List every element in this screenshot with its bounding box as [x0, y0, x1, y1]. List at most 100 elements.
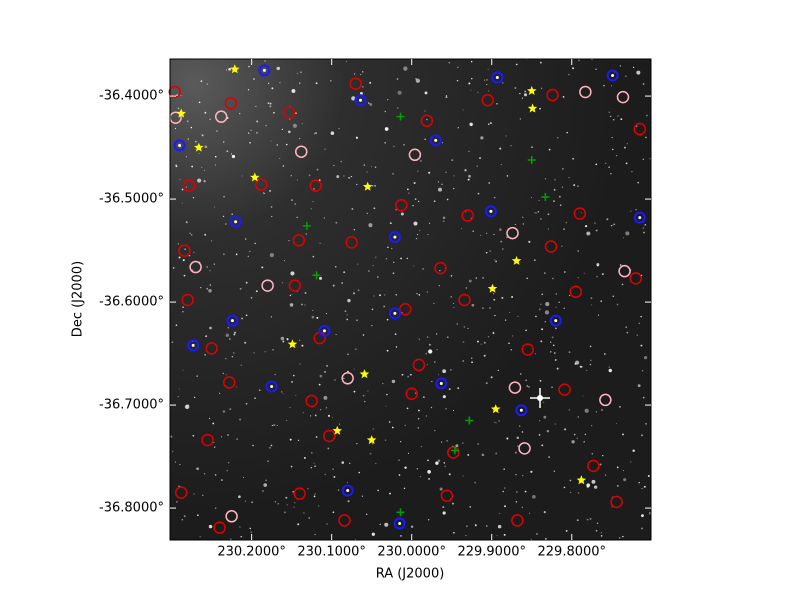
background-star	[264, 60, 266, 62]
background-star	[371, 532, 375, 536]
background-star	[548, 456, 550, 458]
background-star	[476, 340, 479, 343]
background-star	[541, 293, 544, 296]
background-star	[586, 231, 591, 236]
background-star	[455, 444, 459, 448]
background-star	[208, 417, 211, 419]
background-star	[437, 459, 441, 463]
source-core	[178, 144, 182, 148]
background-star	[417, 200, 420, 203]
background-star	[498, 420, 500, 422]
background-star	[586, 483, 591, 488]
background-star	[435, 461, 439, 465]
background-star	[229, 408, 232, 410]
background-star	[174, 127, 177, 130]
background-star	[350, 175, 353, 178]
background-star	[200, 286, 202, 289]
background-star	[562, 96, 565, 98]
background-star	[384, 294, 386, 296]
background-star	[214, 507, 217, 510]
background-star	[487, 123, 490, 125]
background-star	[290, 175, 292, 177]
background-star	[531, 146, 533, 148]
background-star	[372, 428, 374, 430]
background-star	[173, 267, 175, 269]
background-star	[187, 138, 190, 140]
background-star	[640, 315, 642, 318]
background-star	[586, 369, 588, 372]
background-star	[589, 345, 592, 348]
background-star	[502, 248, 504, 250]
source-circle	[616, 90, 630, 104]
background-star	[319, 374, 323, 378]
background-star	[231, 356, 233, 358]
background-star	[263, 192, 265, 195]
background-star	[419, 229, 421, 232]
background-star	[468, 150, 470, 153]
source-circle	[354, 94, 367, 107]
background-star	[489, 307, 491, 309]
background-star	[171, 341, 174, 344]
background-star	[638, 481, 640, 484]
background-star	[425, 352, 428, 355]
background-star	[456, 79, 459, 82]
background-star	[197, 514, 199, 517]
source-circle	[408, 148, 422, 162]
background-star	[496, 103, 498, 105]
background-star	[539, 61, 542, 64]
background-star	[555, 327, 557, 330]
background-star	[535, 212, 537, 214]
background-star	[632, 66, 635, 69]
bright-star-core	[537, 395, 543, 401]
background-star	[263, 483, 268, 487]
background-star	[465, 534, 467, 537]
background-star	[450, 275, 453, 277]
star-marker	[362, 181, 373, 191]
source-circle	[388, 307, 401, 320]
background-star	[596, 522, 599, 524]
background-star	[255, 290, 258, 293]
background-star	[424, 138, 426, 141]
background-star	[520, 373, 522, 375]
background-star	[539, 379, 542, 382]
background-star	[367, 390, 369, 392]
background-star	[412, 204, 414, 207]
background-star	[181, 188, 184, 191]
background-star	[346, 481, 348, 484]
background-star	[355, 136, 359, 139]
background-star	[463, 326, 466, 328]
background-star	[427, 470, 431, 474]
source-circle	[393, 517, 406, 530]
background-star	[360, 74, 362, 76]
background-star	[468, 279, 472, 283]
background-star	[356, 442, 358, 445]
background-star	[579, 365, 582, 368]
background-star	[383, 305, 386, 308]
background-star	[417, 418, 420, 420]
background-star	[470, 89, 472, 91]
background-star	[426, 336, 429, 338]
background-star	[178, 256, 181, 259]
background-star	[231, 154, 236, 159]
background-star	[198, 101, 201, 104]
source-circle	[395, 199, 408, 212]
background-star	[642, 396, 645, 399]
source-circle	[412, 358, 426, 372]
background-star	[256, 120, 259, 123]
background-star	[255, 105, 257, 107]
background-star	[225, 69, 228, 71]
background-star	[311, 452, 313, 454]
background-star	[199, 536, 201, 538]
background-star	[410, 525, 414, 528]
background-star	[343, 175, 345, 177]
background-star	[248, 65, 250, 68]
source-circle	[181, 293, 194, 307]
source-circle	[544, 240, 558, 253]
background-star	[235, 253, 238, 256]
background-star	[222, 141, 225, 143]
source-core	[358, 98, 362, 102]
background-star	[181, 519, 184, 521]
background-star	[296, 72, 298, 74]
background-star	[604, 474, 607, 476]
background-star	[404, 424, 406, 426]
